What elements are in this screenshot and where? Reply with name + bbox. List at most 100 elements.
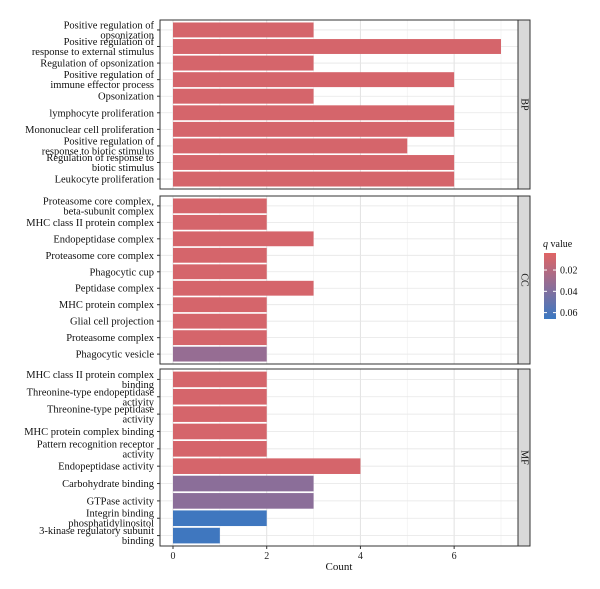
- bar-label-line: MHC class II protein complex: [26, 370, 154, 381]
- bar-label-line: Proteasome complex: [66, 333, 155, 344]
- bar-label-glial-cell-projection: Glial cell projection: [70, 317, 155, 328]
- bar-label-line: 3-kinase regulatory subunit: [39, 526, 154, 537]
- bar-label-line: MHC protein complex binding: [24, 427, 155, 438]
- x-tick-label: 2: [264, 551, 269, 562]
- legend-tick-label: 0.04: [560, 287, 578, 298]
- bar-label-line: opsonization: [100, 30, 154, 41]
- bar-label-leukocyte-proliferation: Leukocyte proliferation: [55, 175, 155, 186]
- bar-label-proteasome-core-complex: Proteasome core complex: [46, 251, 155, 262]
- bar-label-line: lymphocyte proliferation: [49, 108, 154, 119]
- facet-strip-label: MF: [519, 450, 530, 465]
- bar-label-proteasome-core-complex-beta-subunit-complex: Proteasome core complex, beta-subunit com…: [43, 196, 155, 217]
- bar-regulation-of-response-to-biotic-stimulus: [173, 155, 455, 170]
- bar-positive-regulation-of-response-to-biotic-stimulus: [173, 138, 408, 154]
- bar-label-line: Integrin binding: [86, 509, 155, 520]
- bar-endopeptidase-complex: [173, 231, 314, 247]
- bar-phagocytic-cup: [173, 264, 267, 280]
- x-tick-label: 6: [452, 551, 457, 562]
- bar-proteasome-core-complex: [173, 247, 267, 263]
- bar-label-line: binding: [122, 536, 155, 547]
- bar-label-endopeptidase-complex: Endopeptidase complex: [53, 234, 154, 245]
- facet-bp: Positive regulation of opsonizationPositi…: [25, 19, 531, 190]
- bar-label-mhc-protein-complex: MHC protein complex: [59, 300, 155, 311]
- bar-label-line: Peptidase complex: [75, 284, 155, 295]
- bar-label-threonine-type-peptidase-activity: Threonine-type peptidase activity: [47, 405, 155, 426]
- facet-strip-bp: [517, 19, 531, 190]
- bar-label-carbohydrate-binding: Carbohydrate binding: [62, 479, 155, 490]
- bar-peptidase-complex: [173, 280, 314, 296]
- bar-threonine-type-endopeptidase-activity: [173, 388, 267, 405]
- bar-label-integrin-binding-phosphatidylinositol: Integrin binding phosphatidylinositol: [68, 509, 155, 530]
- bar-phagocytic-vesicle: [173, 346, 267, 362]
- bar-label-regulation-of-opsonization: Regulation of opsonization: [40, 59, 154, 70]
- bar-label-line: Threonine-type peptidase: [47, 405, 154, 416]
- x-axis-title: Count: [326, 561, 353, 573]
- bar-label-line: beta-subunit complex: [63, 206, 154, 217]
- bar-label-line: Proteasome core complex,: [43, 196, 154, 207]
- bar-label-peptidase-complex: Peptidase complex: [75, 284, 155, 295]
- bar-carbohydrate-binding: [173, 475, 314, 492]
- bar-label-line: biotic stimulus: [92, 163, 154, 174]
- bar-label-endopeptidase-activity: Endopeptidase activity: [58, 462, 155, 473]
- x-tick-label: 4: [358, 551, 363, 562]
- bar-label-line: Glial cell projection: [70, 317, 155, 328]
- bar-lymphocyte-proliferation: [173, 105, 455, 121]
- bar-mhc-protein-complex-binding: [173, 423, 267, 440]
- bar-glial-cell-projection: [173, 313, 267, 329]
- bar-label-line: Positive regulation of: [64, 136, 155, 147]
- legend-colorbar: [544, 253, 556, 319]
- bar-label-line: Positive regulation of: [64, 37, 155, 48]
- bar-proteasome-complex: [173, 330, 267, 346]
- bar-label-line: activity: [123, 397, 155, 408]
- bar-label-line: Pattern recognition receptor: [37, 439, 155, 450]
- bar-label-proteasome-complex: Proteasome complex: [66, 333, 155, 344]
- bar-label-mhc-class-ii-protein-complex-binding: MHC class II protein complex binding: [26, 370, 154, 391]
- bar-positive-regulation-of-response-to-external-stimulus: [173, 39, 501, 54]
- bar-label-line: response to external stimulus: [32, 47, 154, 58]
- bar-label-positive-regulation-of-response-to-external-stimulus: Positive regulation of response to extern…: [32, 37, 155, 58]
- bar-label-lymphocyte-proliferation: lymphocyte proliferation: [49, 108, 154, 119]
- bar-mhc-class-ii-protein-complex-binding: [173, 371, 267, 388]
- facet-panels: Positive regulation of opsonizationPositi…: [24, 19, 531, 547]
- bar-label-pattern-recognition-receptor-activity: Pattern recognition receptor activity: [37, 439, 155, 460]
- bar-label-line: Regulation of opsonization: [40, 59, 154, 70]
- bar-threonine-type-peptidase-activity: [173, 406, 267, 422]
- bar-label-positive-regulation-of-response-to-biotic-stimulus: Positive regulation of response to biotic…: [42, 136, 155, 157]
- bar-positive-regulation-of-opsonization: [173, 22, 314, 38]
- bar-regulation-of-opsonization: [173, 55, 314, 71]
- legend-title-suffix: value: [548, 239, 573, 250]
- bar-label-positive-regulation-of-immune-effector-process: Positive regulation of immune effector pr…: [50, 70, 154, 91]
- bar-label-line: Mononuclear cell proliferation: [25, 125, 155, 136]
- bar-label-line: MHC class II protein complex: [26, 218, 154, 229]
- facet-cc: Proteasome core complex, beta-subunit com…: [26, 195, 531, 365]
- bar-label-line: activity: [123, 415, 155, 426]
- legend-tick-label: 0.06: [560, 308, 578, 319]
- bar-label-line: Opsonization: [98, 92, 155, 103]
- bar-integrin-binding-phosphatidylinositol: [173, 510, 267, 527]
- facet-strip-label: BP: [519, 98, 530, 111]
- bar-label-line: immune effector process: [50, 80, 154, 91]
- bar-label-phagocytic-vesicle: Phagocytic vesicle: [76, 350, 155, 361]
- bar-label-threonine-type-endopeptidase-activity: Threonine-type endopeptidase activity: [27, 387, 155, 408]
- bar-label-line: Leukocyte proliferation: [55, 175, 155, 186]
- x-tick-label: 0: [171, 551, 176, 562]
- bar-label-regulation-of-response-to-biotic-stimulus: Regulation of response to biotic stimulus: [46, 153, 154, 174]
- bar-label-line: Phagocytic vesicle: [76, 350, 155, 361]
- bar-label-positive-regulation-of-opsonization: Positive regulation of opsonization: [64, 20, 155, 41]
- bar-label-line: activity: [123, 449, 155, 460]
- bar-label-opsonization: Opsonization: [98, 92, 155, 103]
- legend-tick-label: 0.02: [560, 266, 578, 277]
- bar-label-line: Regulation of response to: [46, 153, 154, 164]
- legend-title: q value: [543, 239, 573, 250]
- bar-mononuclear-cell-proliferation: [173, 121, 455, 137]
- facet-strip-mf: [517, 368, 531, 547]
- x-axis: 0 2 4 6: [171, 546, 457, 562]
- bar-label-mhc-protein-complex-binding: MHC protein complex binding: [24, 427, 155, 438]
- bar-label-phagocytic-cup: Phagocytic cup: [90, 267, 154, 278]
- bar-positive-regulation-of-immune-effector-process: [173, 72, 455, 88]
- bar-label-3-kinase-regulatory-subunit-binding: 3-kinase regulatory subunit binding: [39, 526, 155, 547]
- bar-label-line: Proteasome core complex: [46, 251, 155, 262]
- bar-label-line: MHC protein complex: [59, 300, 155, 311]
- bar-mhc-protein-complex: [173, 297, 267, 313]
